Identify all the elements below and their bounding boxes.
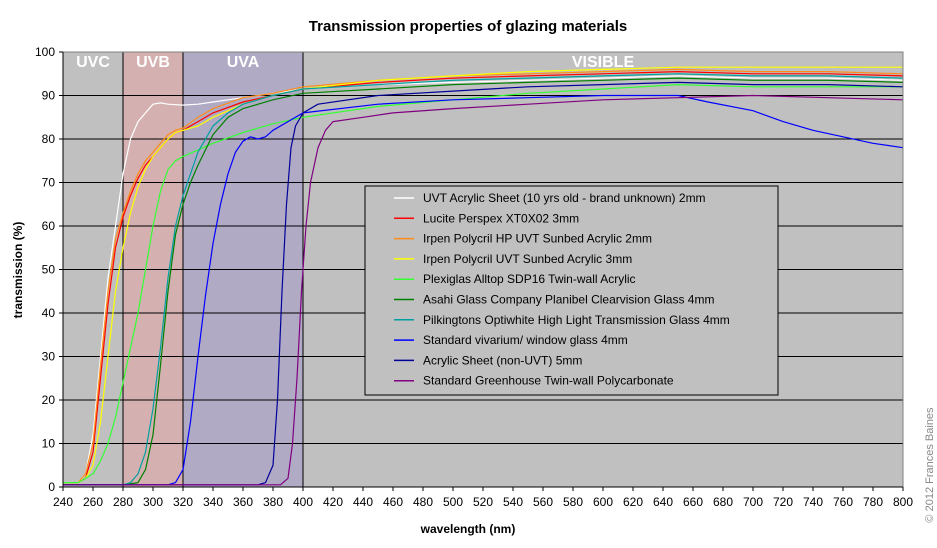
y-axis-label: transmission (%) [11,222,25,319]
legend-label-5: Plexiglas Alltop SDP16 Twin-wall Acrylic [423,272,636,286]
x-tick-label-720: 720 [773,495,793,509]
y-tick-label-100: 100 [35,45,55,59]
x-tick-label-600: 600 [593,495,613,509]
x-tick-label-700: 700 [743,495,763,509]
x-tick-label-260: 260 [83,495,103,509]
y-tick-label-40: 40 [42,306,56,320]
x-tick-label-240: 240 [53,495,73,509]
legend-label-6: Asahi Glass Company Planibel Clearvision… [423,293,714,307]
y-tick-label-90: 90 [42,89,56,103]
x-tick-label-760: 760 [833,495,853,509]
x-tick-label-320: 320 [173,495,193,509]
x-tick-label-540: 540 [503,495,523,509]
series-layer [63,66,904,486]
x-tick-label-680: 680 [713,495,733,509]
series-line-6 [63,77,904,486]
x-tick-label-560: 560 [533,495,553,509]
x-tick-label-500: 500 [443,495,463,509]
legend-box [364,185,779,396]
legend-label-9: Acrylic Sheet (non-UVT) 5mm [423,353,582,367]
series-line-3 [63,68,904,484]
band-label-uva: UVA [227,54,260,71]
x-tick-label-620: 620 [623,495,643,509]
series-line-1 [63,75,904,484]
x-tick-label-660: 660 [683,495,703,509]
x-tick-label-640: 640 [653,495,673,509]
x-tick-label-400: 400 [293,495,313,509]
series-line-9 [63,81,904,486]
legend-label-3: Irpen Polycril HP UVT Sunbed Acrylic 2mm [423,232,652,246]
band-label-visible: VISIBLE [572,54,635,71]
x-axis-label: wavelength (nm) [420,522,516,536]
legend-label-1: UVT Acrylic Sheet (10 yrs old - brand un… [423,191,706,205]
legend-label-8: Standard vivarium/ window glass 4mm [423,333,628,347]
x-tick-label-380: 380 [263,495,283,509]
band-label-uvb: UVB [136,54,170,71]
series-line-8 [63,94,904,486]
x-tick-label-800: 800 [893,495,913,509]
legend-label-2: Lucite Perspex XT0X02 3mm [423,211,579,225]
x-tick-label-440: 440 [353,495,373,509]
y-tick-label-10: 10 [42,437,56,451]
x-tick-label-340: 340 [203,495,223,509]
x-tick-label-520: 520 [473,495,493,509]
series-line-7 [63,73,904,486]
legend-label-7: Pilkingtons Optiwhite High Light Transmi… [423,313,730,327]
x-tick-label-280: 280 [113,495,133,509]
y-tick-label-50: 50 [42,263,56,277]
legend-label-4: Irpen Polycril UVT Sunbed Acrylic 3mm [423,252,632,266]
y-tick-label-70: 70 [42,176,56,190]
band-label-uvc: UVC [76,54,110,71]
x-tick-label-300: 300 [143,495,163,509]
legend: UVT Acrylic Sheet (10 yrs old - brand un… [364,185,779,396]
x-tick-label-460: 460 [383,495,403,509]
x-tick-label-780: 780 [863,495,883,509]
x-tick-label-360: 360 [233,495,253,509]
y-tick-label-60: 60 [42,219,56,233]
y-tick-label-20: 20 [42,393,56,407]
x-tick-label-580: 580 [563,495,583,509]
y-tick-label-30: 30 [42,350,56,364]
axes-layer: 240 260 280 300 320 340 360 380 400 420 440 460 480 5… [35,45,913,509]
y-tick-label-0: 0 [48,480,55,494]
x-tick-label-740: 740 [803,495,823,509]
x-tick-label-420: 420 [323,495,343,509]
x-tick-label-480: 480 [413,495,433,509]
y-tick-label-80: 80 [42,132,56,146]
series-line-4 [63,66,903,484]
series-line-5 [63,84,903,484]
legend-label-10: Standard Greenhouse Twin-wall Polycarbon… [423,374,674,388]
copyright-notice: © 2012 Frances Baines [924,407,936,523]
chart-title: Transmission properties of glazing mater… [309,18,627,35]
series-line-10 [63,94,904,486]
